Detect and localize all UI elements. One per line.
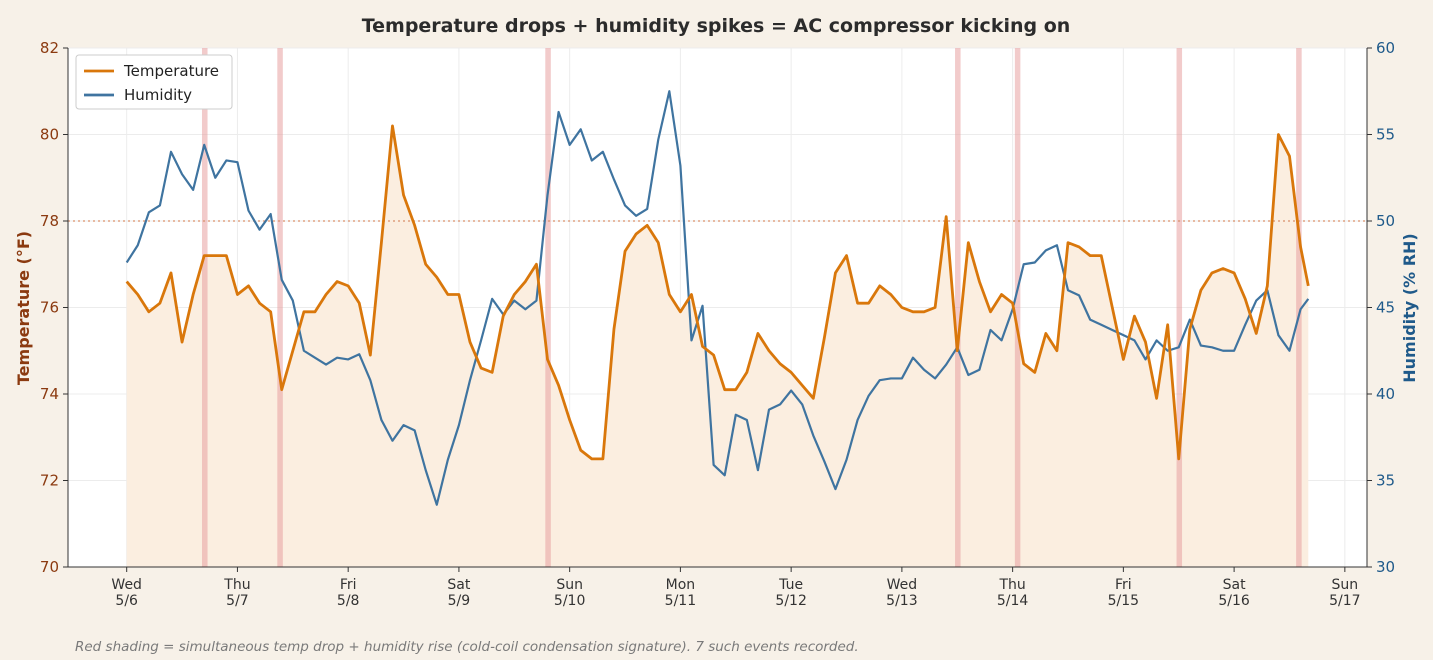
y-tick-label: 70 bbox=[40, 558, 59, 576]
event-band bbox=[1296, 48, 1302, 567]
legend-box bbox=[75, 54, 233, 110]
x-tick-label: Mon 5/11 bbox=[665, 577, 696, 609]
y2-tick-label: 45 bbox=[1376, 299, 1395, 317]
line-0 bbox=[125, 124, 1310, 461]
y-tick-label: 80 bbox=[40, 126, 59, 144]
event-band bbox=[955, 48, 961, 567]
event-band bbox=[545, 48, 551, 567]
event-band bbox=[1176, 48, 1183, 567]
x-tick-label: Thu 5/14 bbox=[997, 577, 1029, 609]
x-tick-label: Tue 5/12 bbox=[775, 577, 806, 609]
line-1 bbox=[125, 90, 1310, 506]
chart-title: Temperature drops + humidity spikes = AC… bbox=[362, 15, 1071, 37]
y-axis-label: Temperature (°F) bbox=[14, 231, 33, 385]
y2-tick-label: 60 bbox=[1376, 39, 1395, 57]
y2-tick-label: 35 bbox=[1376, 472, 1395, 490]
x-tick-label: Wed 5/13 bbox=[886, 577, 917, 609]
y2-tick-label: 30 bbox=[1376, 558, 1395, 576]
y-tick-label: 78 bbox=[40, 212, 59, 230]
y2-tick-label: 55 bbox=[1376, 126, 1395, 144]
y-tick-label: 74 bbox=[40, 385, 59, 403]
x-tick-label: Thu 5/7 bbox=[223, 577, 250, 609]
y2-tick-label: 40 bbox=[1376, 385, 1395, 403]
x-tick-label: Sat 5/9 bbox=[447, 577, 470, 609]
y-tick-label: 76 bbox=[40, 299, 59, 317]
event-band bbox=[1014, 48, 1021, 567]
legend-label: Temperature bbox=[123, 62, 219, 80]
x-tick-label: Wed 5/6 bbox=[111, 577, 142, 609]
y2-axis-label: Humidity (% RH) bbox=[1400, 233, 1419, 382]
y-tick-label: 72 bbox=[40, 472, 59, 490]
x-tick-label: Sun 5/17 bbox=[1329, 577, 1360, 609]
x-tick-label: Fri 5/15 bbox=[1108, 577, 1139, 609]
legend-label: Humidity bbox=[124, 86, 192, 104]
footnote: Red shading = simultaneous temp drop + h… bbox=[75, 639, 859, 655]
y2-tick-label: 50 bbox=[1376, 212, 1395, 230]
x-tick-label: Sun 5/10 bbox=[554, 577, 585, 609]
x-tick-label: Fri 5/8 bbox=[337, 577, 360, 609]
y-tick-label: 82 bbox=[40, 39, 59, 57]
x-tick-label: Sat 5/16 bbox=[1218, 577, 1250, 609]
event-band bbox=[277, 48, 283, 567]
event-band bbox=[201, 48, 208, 567]
